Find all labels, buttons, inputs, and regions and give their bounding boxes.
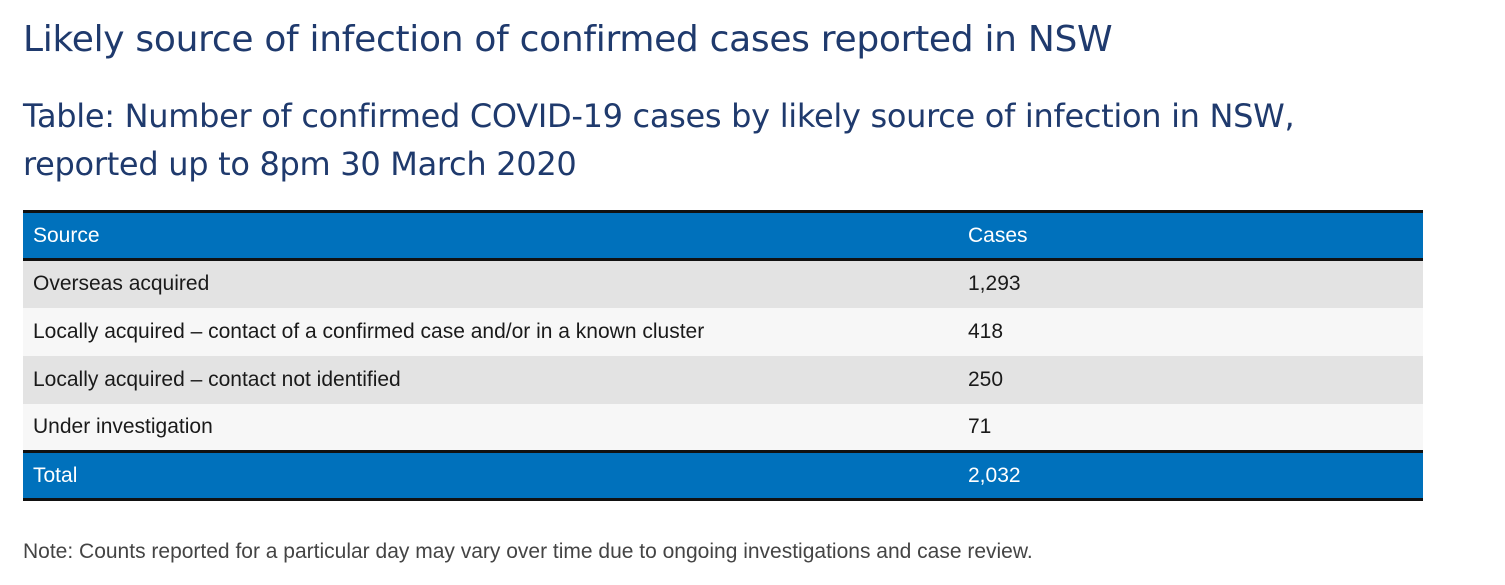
- cases-cell: 1,293: [968, 272, 1021, 296]
- cases-cell: 418: [968, 319, 1004, 343]
- column-header-cases: Cases: [958, 210, 1423, 261]
- source-cell: Overseas acquired: [33, 272, 210, 296]
- table-caption: Table: Number of confirmed COVID-19 case…: [23, 97, 1295, 183]
- table-row: Overseas acquired 1,293: [23, 259, 1423, 308]
- cases-by-source-table: Source Cases Overseas acquired 1,293 Loc…: [23, 210, 1423, 501]
- cases-cell: 250: [968, 367, 1004, 391]
- source-cell: Under investigation: [33, 414, 213, 438]
- table-row: Under investigation 71: [23, 403, 1423, 452]
- table-row: Locally acquired – contact not identifie…: [23, 355, 1423, 404]
- source-cell: Locally acquired – contact of a confirme…: [33, 319, 705, 343]
- table-total-row: Total 2,032: [23, 450, 1423, 501]
- table-header-row: Source Cases: [23, 210, 1423, 261]
- column-header-source: Source: [23, 210, 958, 261]
- source-cell: Locally acquired – contact not identifie…: [33, 367, 401, 391]
- cases-cell: 71: [968, 414, 992, 438]
- page-title: Likely source of infection of confirmed …: [23, 19, 1113, 60]
- total-value-cell: 2,032: [958, 450, 1423, 501]
- total-label-cell: Total: [23, 450, 958, 501]
- table-row: Locally acquired – contact of a confirme…: [23, 307, 1423, 356]
- table-note: Note: Counts reported for a particular d…: [23, 540, 1033, 563]
